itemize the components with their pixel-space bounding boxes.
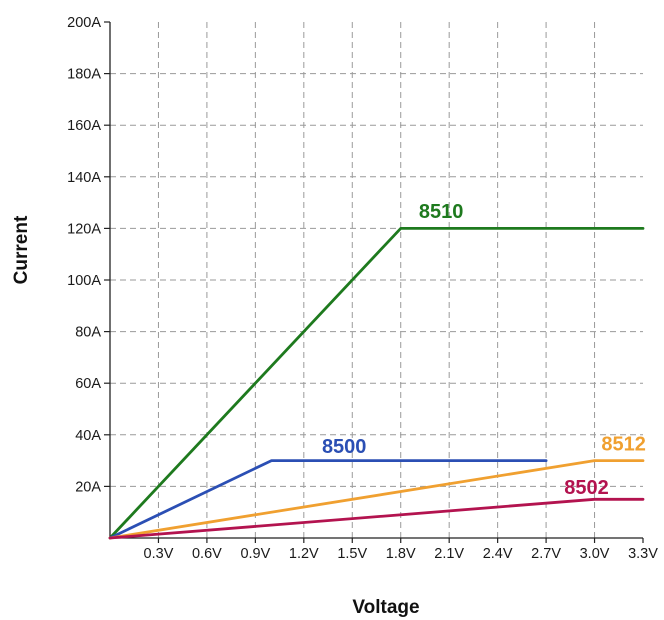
y-tick-label: 40A	[75, 428, 101, 444]
x-tick-label: 2.7V	[531, 546, 561, 562]
y-tick-label: 140A	[67, 170, 101, 186]
x-tick-label: 0.3V	[144, 546, 174, 562]
x-tick-label: 1.8V	[386, 546, 416, 562]
series-line-8500	[108, 459, 548, 540]
series-label-8512: 8512	[601, 433, 646, 455]
x-tick-label: 2.1V	[434, 546, 464, 562]
series-line-8510	[108, 226, 645, 540]
y-axis-title: Current	[11, 215, 32, 284]
axis-ticks: 0.3V 0.6V 0.9V 1.2V 1.5V 1.8V 2.1V 2.4V 2.7V 3.0V…	[67, 15, 658, 562]
x-tick-label: 1.2V	[289, 546, 319, 562]
series-label-8510: 8510	[419, 201, 464, 223]
y-tick-label: 60A	[75, 376, 101, 392]
x-axis-title: Voltage	[352, 597, 419, 618]
x-tick-label: 2.4V	[483, 546, 513, 562]
series-label-8502: 8502	[564, 477, 609, 499]
series-label-8500: 8500	[322, 436, 367, 458]
y-tick-label: 80A	[75, 325, 101, 341]
x-tick-label: 3.3V	[628, 546, 658, 562]
series-labels: 8510 8500 8512 8502	[322, 201, 646, 499]
y-tick-label: 120A	[67, 221, 101, 237]
x-tick-label: 0.6V	[192, 546, 222, 562]
y-tick-label: 180A	[67, 67, 101, 83]
y-tick-label: 200A	[67, 15, 101, 31]
series-lines	[108, 226, 645, 540]
y-tick-label: 100A	[67, 273, 101, 289]
y-tick-label: 160A	[67, 118, 101, 134]
series-line-8502	[108, 497, 645, 540]
series-line-8512	[108, 459, 645, 540]
x-tick-label: 1.5V	[337, 546, 367, 562]
x-tick-label: 0.9V	[240, 546, 270, 562]
x-tick-label: 3.0V	[580, 546, 610, 562]
y-tick-label: 20A	[75, 479, 101, 495]
